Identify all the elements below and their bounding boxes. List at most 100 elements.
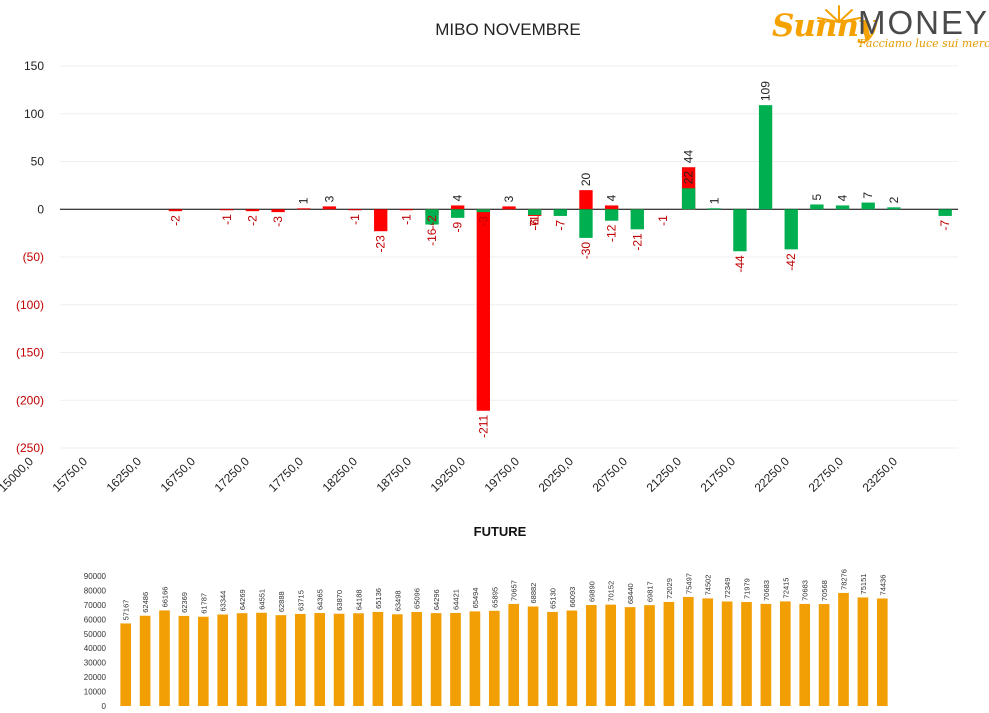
bar [579,190,593,210]
bar [702,598,714,706]
data-label: 5 [810,193,824,200]
bar [245,209,260,212]
chart-title-mibo: MIBO NOVEMBRE [435,20,581,39]
bar [333,613,345,706]
bar [835,205,850,210]
data-label: -3 [476,216,490,227]
data-label: 4 [605,194,619,201]
bar [857,597,869,706]
sunny-money-logo: Sunny MONEY Facciamo luce sui mercati [766,2,989,54]
bar [430,613,442,706]
y-tick-label: 10000 [84,688,107,697]
bar [579,209,593,238]
data-label: -1 [348,214,362,225]
data-label: -7 [938,220,952,231]
x-tick-label: 22750,0 [806,454,847,495]
future-bar-chart: 90000 80000 70000 60000 50000 40000 30000 20000… [84,569,888,711]
y-tick-label: 30000 [84,659,107,668]
data-label: 63498 [393,590,402,611]
bar [818,604,830,706]
bar [451,209,465,218]
y-tick-label: 0 [37,202,44,216]
x-tick-label: 19250,0 [428,454,469,495]
bar [799,603,811,706]
bar [681,188,696,210]
data-label: 70683 [762,580,771,601]
data-label: 70152 [607,581,616,602]
x-tick-label: 23250,0 [860,454,901,495]
bar [372,611,384,706]
data-label: 61787 [199,593,208,614]
data-label: -1 [399,214,413,225]
data-label: -7 [553,220,567,231]
x-tick-label: 17750,0 [266,454,307,495]
bar [197,616,209,706]
data-label: 4 [836,194,850,201]
bar [348,209,362,211]
bar [938,209,952,216]
bar [605,604,617,706]
data-label: 65130 [549,588,558,609]
bar [682,596,694,706]
bar [391,614,403,706]
data-label: -12 [605,224,619,242]
data-label: 74502 [704,575,713,596]
data-label: 64551 [258,589,267,610]
chart-title-future: FUTURE [473,524,527,539]
data-label: -1 [220,214,234,225]
bar [630,209,644,230]
x-tick-label: 15000,0 [0,454,36,495]
data-label: -7 [528,220,542,231]
bar [374,209,388,232]
data-label: -23 [374,235,388,253]
data-label: 63870 [335,590,344,611]
logo-word-money: MONEY [858,4,989,41]
bar [411,611,423,706]
data-label: 63715 [296,590,305,611]
x-tick-label: 19750,0 [482,454,523,495]
data-label: 72349 [723,578,732,599]
data-label: 70568 [820,580,829,601]
bar [236,613,248,706]
data-label: -1 [528,215,542,226]
data-label: -6 [528,219,542,230]
bar [476,209,491,411]
bar [810,204,824,210]
y-tick-label: 50000 [84,630,107,639]
data-label: 3 [322,195,336,202]
x-tick-label: 20750,0 [590,454,631,495]
bar [566,610,578,706]
bar [322,206,337,210]
bar [450,612,461,706]
bar [663,601,675,706]
data-label: -2 [425,215,439,226]
bar [779,601,791,706]
bar [527,209,542,215]
x-tick-label: 22250,0 [752,454,793,495]
bar [220,209,234,211]
bar [527,606,539,706]
bar [624,607,636,706]
data-label: 75497 [684,573,693,594]
bar [314,613,326,706]
bar [758,105,773,210]
data-label: 64269 [238,589,247,610]
y-tick-label: (100) [16,298,44,312]
bar [733,209,747,252]
bar [425,209,439,225]
data-label: 66166 [161,587,170,608]
data-label: 3 [502,195,516,202]
y-tick-label: 20000 [84,673,107,682]
data-label: -2 [168,215,182,226]
data-label: 65895 [490,587,499,608]
bar [741,602,752,706]
bar [476,209,491,213]
bar [217,614,229,706]
data-label: 70657 [510,580,519,601]
logo-tagline: Facciamo luce sui mercati [859,37,989,50]
data-label: -21 [630,233,644,251]
bar [256,612,267,706]
bar [887,207,901,210]
bar [644,605,655,706]
y-tick-label: 150 [24,59,44,73]
